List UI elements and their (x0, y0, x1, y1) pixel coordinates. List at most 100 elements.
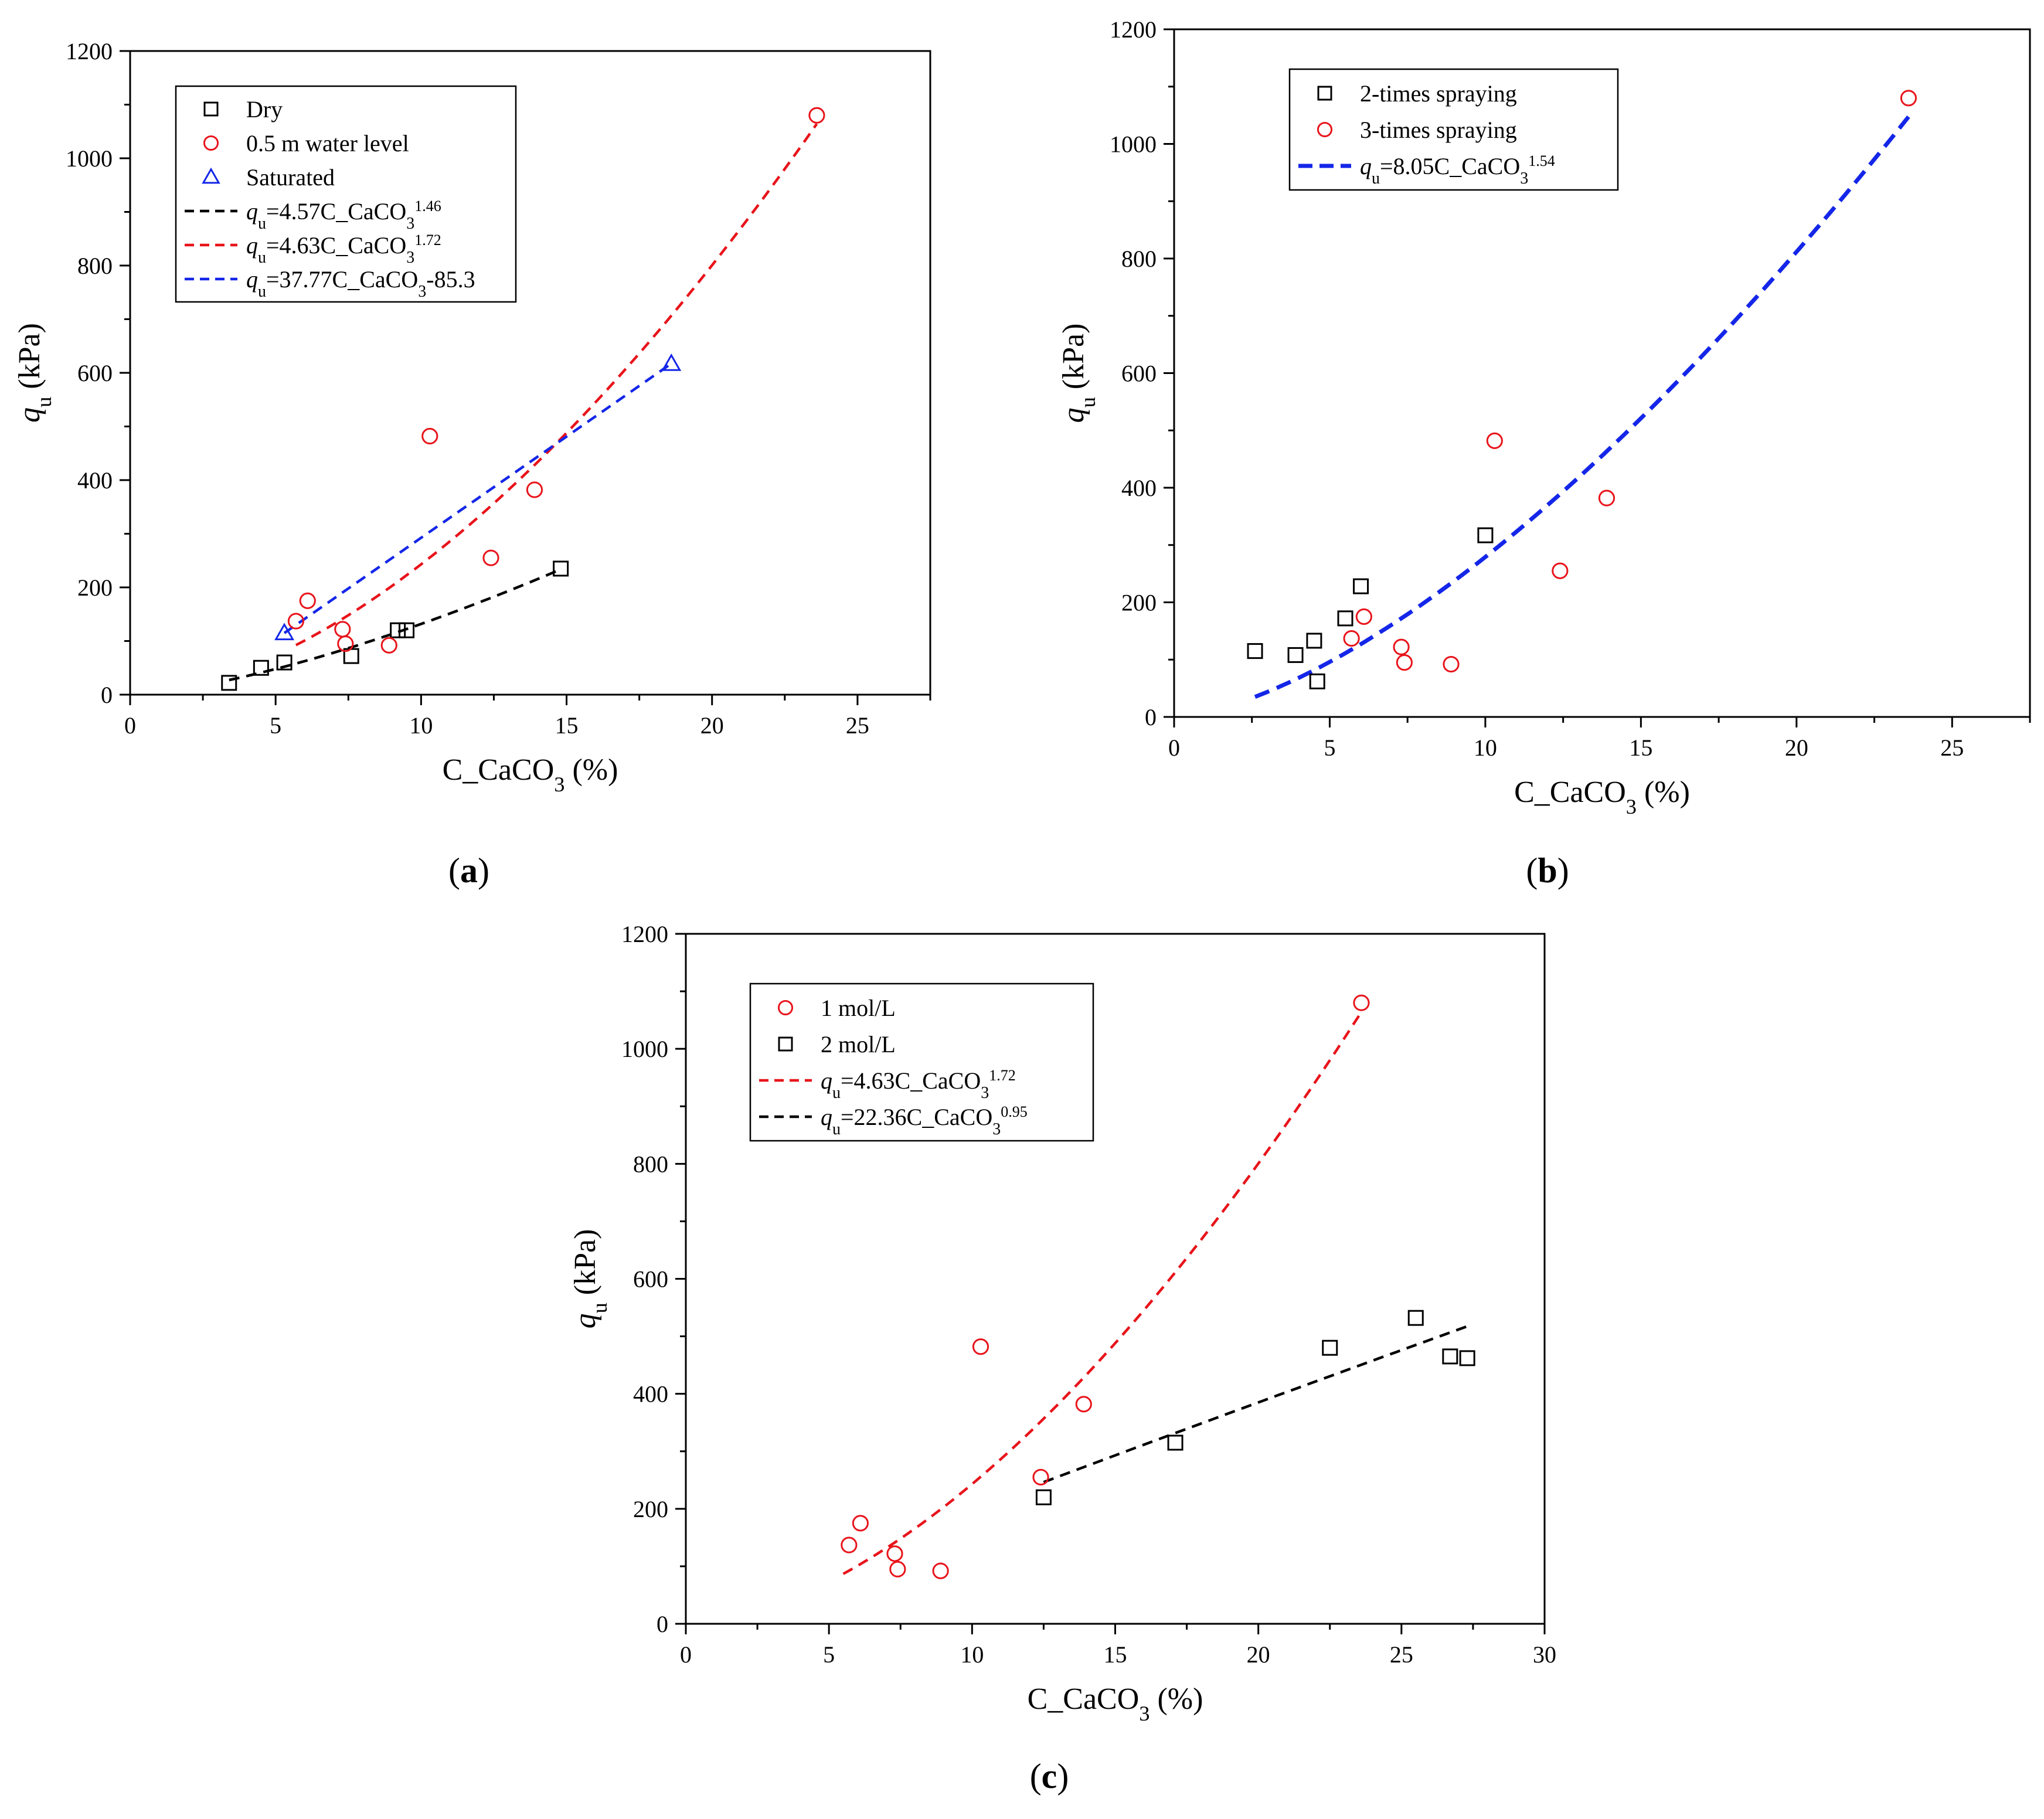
x-tick-label: 10 (409, 712, 433, 739)
y-axis-title: qu (kPa) (1057, 324, 1100, 423)
y-tick-label: 0 (657, 1611, 668, 1637)
legend-symbol (203, 101, 219, 117)
data-point (337, 635, 354, 652)
legend-box (749, 982, 1094, 1142)
data-point (1075, 1396, 1092, 1413)
data-point (886, 1545, 903, 1562)
y-tick-label: 200 (633, 1496, 668, 1522)
y-tick-label: 800 (77, 253, 113, 279)
data-point (1396, 654, 1413, 671)
data-point (1343, 630, 1360, 647)
y-tick-label: 600 (77, 360, 113, 386)
data-point (274, 623, 295, 641)
data-point (1393, 638, 1410, 655)
legend: 2-times spraying 3-times spraying qu=8.05C… (1288, 68, 1619, 191)
legend-symbol (202, 167, 220, 184)
y-tick-label: 600 (1121, 361, 1157, 387)
data-point (852, 1515, 869, 1532)
data-point (1355, 608, 1372, 625)
data-point (1443, 655, 1460, 673)
x-tick-label: 15 (1104, 1641, 1127, 1668)
panel-label: (a) (448, 851, 489, 890)
y-tick-label: 800 (1121, 246, 1157, 272)
data-point (1477, 527, 1494, 543)
data-point (1353, 578, 1369, 594)
x-tick-label: 30 (1533, 1641, 1556, 1668)
legend-label: Dry (246, 96, 283, 123)
legend-symbol (203, 135, 219, 151)
data-point (482, 549, 499, 566)
y-tick-label: 400 (77, 467, 113, 494)
data-point (253, 659, 269, 676)
fit-line-fit-dry (229, 568, 562, 682)
data-point (1247, 643, 1263, 659)
legend-symbol (1317, 86, 1332, 101)
x-axis-title: C_CaCO3 (%) (1514, 776, 1690, 818)
data-point (1598, 489, 1616, 506)
legend-box (1288, 68, 1619, 191)
x-tick-label: 20 (700, 712, 724, 739)
fit-line-fit (1254, 115, 1910, 699)
data-point (1322, 1339, 1338, 1356)
legend-label: 1 mol/L (821, 995, 896, 1021)
x-tick-label: 10 (960, 1641, 984, 1668)
legend-label: qu=4.57C_CaCO31.46 (246, 198, 441, 233)
panel-label: (b) (1526, 851, 1569, 890)
data-point (1337, 610, 1353, 627)
x-axis-title: C_CaCO3 (%) (1028, 1682, 1203, 1725)
panel-b: 0 5 10 15 20 25 0 200 400 600 800 1000 1200 C_CaCO3 (… (1057, 16, 2031, 890)
x-tick-label: 20 (1247, 1641, 1270, 1668)
data-point (1035, 1489, 1052, 1505)
data-point (526, 481, 543, 498)
x-tick-label: 0 (680, 1641, 692, 1668)
y-tick-label: 1200 (66, 38, 113, 64)
legend-symbol (1317, 121, 1333, 138)
legend-label: qu=4.63C_CaCO31.72 (246, 232, 441, 267)
y-tick-label: 1000 (1110, 131, 1157, 158)
legend-box (175, 85, 517, 303)
y-tick-label: 0 (101, 682, 113, 708)
legend-label: Saturated (246, 164, 335, 191)
legend-label: qu=8.05C_CaCO31.54 (1360, 152, 1555, 188)
panel-c: 0 5 10 15 20 25 30 0 200 400 600 800 1000 1200 C_CaCO3… (569, 921, 1556, 1796)
data-point (1353, 994, 1370, 1011)
x-axis-title: C_CaCO3 (%) (443, 753, 618, 796)
y-tick-label: 200 (77, 574, 113, 601)
data-point (399, 622, 415, 638)
data-point (1459, 1350, 1475, 1366)
data-point (808, 107, 825, 124)
legend-symbol (778, 1036, 793, 1052)
y-tick-label: 1000 (621, 1036, 668, 1062)
legend-label: 2 mol/L (821, 1031, 896, 1058)
x-tick-label: 25 (1940, 735, 1964, 761)
y-tick-label: 600 (633, 1266, 668, 1293)
x-tick-label: 25 (1390, 1641, 1413, 1668)
y-tick-label: 800 (633, 1151, 668, 1177)
data-point (1407, 1310, 1424, 1326)
y-tick-label: 200 (1121, 590, 1157, 616)
legend-label: 2-times spraying (1360, 80, 1517, 107)
data-point (299, 592, 316, 609)
data-point (1442, 1348, 1458, 1365)
x-tick-label: 5 (270, 712, 281, 739)
data-point (1309, 673, 1325, 689)
legend: Dry 0.5 m water level Saturated qu=4.57C_Ca… (175, 85, 517, 303)
y-tick-label: 1200 (1110, 16, 1157, 43)
data-point (421, 427, 438, 445)
y-tick-label: 400 (633, 1381, 668, 1407)
data-point (390, 622, 406, 638)
legend-label: 0.5 m water level (246, 130, 409, 157)
legend-label: qu=22.36C_CaCO30.95 (821, 1103, 1028, 1138)
x-tick-label: 5 (823, 1641, 835, 1668)
data-point (1032, 1468, 1049, 1485)
data-point (1306, 633, 1322, 649)
data-point (841, 1536, 858, 1553)
y-tick-label: 0 (1145, 704, 1157, 730)
x-tick-label: 20 (1785, 735, 1808, 761)
fit-line-fit-2mol (1043, 1325, 1468, 1484)
panel-label: (c) (1030, 1757, 1069, 1796)
y-axis-title: qu (kPa) (569, 1229, 611, 1329)
x-tick-label: 15 (1629, 735, 1652, 761)
y-tick-label: 1200 (621, 921, 668, 947)
legend: 1 mol/L 2 mol/L qu=4.63C_CaCO31.72qu=22.36… (749, 982, 1094, 1142)
